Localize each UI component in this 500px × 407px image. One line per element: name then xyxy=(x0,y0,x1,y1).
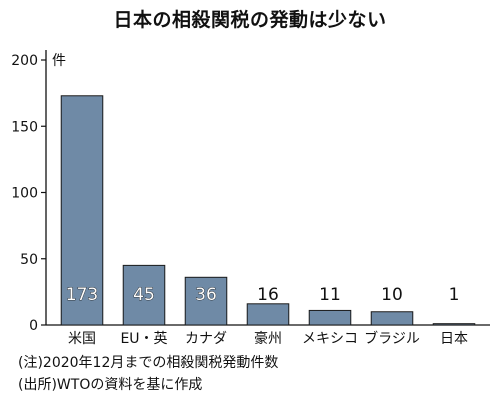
x-category-label: メキシコ xyxy=(302,331,358,347)
x-category-label: EU・英 xyxy=(120,330,167,347)
data-label: 11 xyxy=(319,285,341,305)
x-category-label: 日本 xyxy=(440,331,468,347)
y-tick-label: 200 xyxy=(11,53,38,69)
y-tick-label: 150 xyxy=(11,119,38,135)
bar xyxy=(122,264,166,326)
chart-notes: (注)2020年12月までの相殺関税発動件数 (出所)WTOの資料を基に作成 xyxy=(18,352,278,396)
data-label: 1 xyxy=(449,285,460,305)
bar xyxy=(308,309,352,326)
y-tick-label: 50 xyxy=(20,252,38,268)
y-unit-label: 件 xyxy=(52,53,66,69)
x-category-label: 米国 xyxy=(68,331,96,347)
note-line: (注)2020年12月までの相殺関税発動件数 xyxy=(18,355,279,371)
bar xyxy=(60,95,104,326)
source-line: (出所)WTOの資料を基に作成 xyxy=(18,377,203,393)
bar xyxy=(370,311,414,326)
data-label: 16 xyxy=(257,285,279,305)
bar xyxy=(432,323,476,326)
bar xyxy=(246,303,290,326)
x-category-label: ブラジル xyxy=(364,330,420,347)
y-tick-label: 0 xyxy=(29,318,38,334)
data-label: 10 xyxy=(381,285,403,305)
bar xyxy=(184,276,228,326)
x-category-label: 豪州 xyxy=(254,331,282,347)
data-label: 173 xyxy=(66,285,98,305)
x-category-label: カナダ xyxy=(185,331,227,347)
data-label: 45 xyxy=(133,285,155,305)
y-tick-label: 100 xyxy=(11,186,38,202)
data-label: 36 xyxy=(195,285,217,305)
labels: 米国 173 EU・英 45 カナダ 36 豪州 16 メキシコ 11 ブラジル 10 日本 1 xyxy=(65,285,468,347)
bars xyxy=(60,95,476,326)
chart-title: 日本の相殺関税の発動は少ない xyxy=(113,9,387,31)
